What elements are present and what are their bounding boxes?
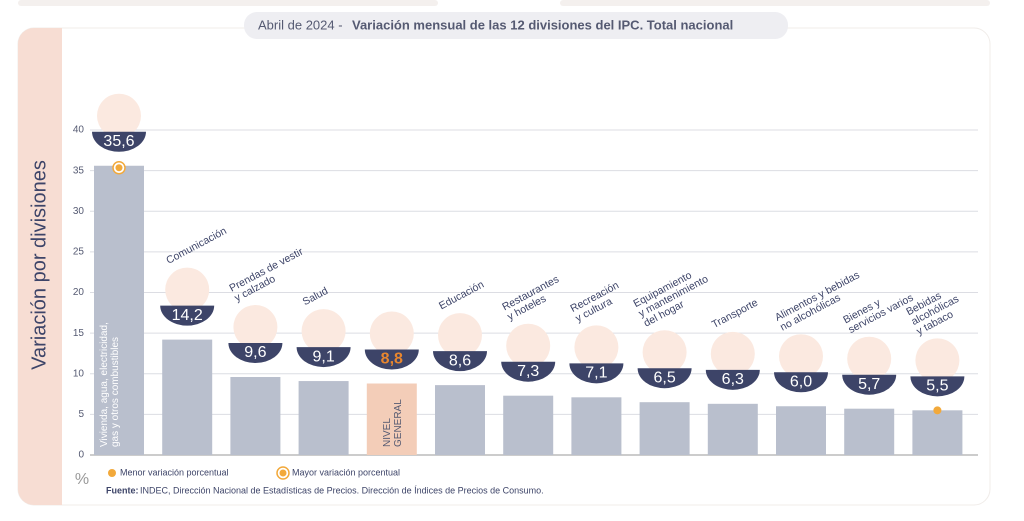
y-axis-label: Variación por divisiones bbox=[28, 160, 50, 370]
bar bbox=[844, 408, 895, 455]
icon-bg bbox=[574, 325, 619, 370]
category-label: NIVELGENERAL bbox=[381, 399, 403, 447]
category-label: Vivienda, agua, electricidad,gas y otros… bbox=[99, 322, 121, 447]
value-badge bbox=[910, 376, 965, 397]
icon-bg bbox=[438, 313, 482, 358]
legend-min-marker bbox=[108, 469, 116, 477]
icon-bg bbox=[710, 331, 755, 376]
value-badge bbox=[364, 349, 419, 370]
icon-bg bbox=[165, 267, 210, 312]
value-badge bbox=[296, 347, 351, 368]
bar bbox=[435, 385, 485, 455]
bar bbox=[230, 377, 281, 455]
bar bbox=[366, 383, 417, 455]
y-tick-label: 30 bbox=[73, 206, 85, 217]
value-label: 7,1 bbox=[585, 365, 607, 382]
value-badge bbox=[228, 343, 283, 363]
source-label: Fuente: bbox=[106, 485, 139, 495]
value-label: 7,3 bbox=[517, 363, 539, 380]
icon-bg bbox=[369, 311, 414, 356]
title-pill bbox=[244, 12, 788, 39]
value-label: 9,1 bbox=[312, 348, 334, 365]
title-prefix: Abril de 2024 - bbox=[258, 17, 343, 32]
min-marker bbox=[933, 406, 942, 415]
value-label: 14,2 bbox=[172, 307, 203, 324]
bar bbox=[707, 403, 758, 455]
value-label: 5,7 bbox=[858, 376, 880, 393]
value-badge bbox=[637, 368, 692, 389]
legend-label: Menor variación porcentual bbox=[120, 467, 229, 477]
icon-bg bbox=[847, 336, 892, 381]
bar bbox=[298, 381, 349, 455]
legend-label: Mayor variación porcentual bbox=[292, 467, 400, 477]
bar bbox=[571, 397, 622, 455]
max-marker bbox=[115, 164, 123, 172]
value-label: 5,5 bbox=[926, 378, 948, 395]
card-top bbox=[18, 0, 438, 6]
value-label: 6,3 bbox=[722, 371, 744, 388]
icon-bg bbox=[301, 309, 346, 354]
source: INDEC, Dirección Nacional de Estadística… bbox=[140, 485, 544, 495]
value-badge bbox=[501, 361, 556, 382]
value-label: 35,6 bbox=[103, 133, 134, 150]
value-badge bbox=[842, 374, 897, 395]
legend-max-marker bbox=[279, 469, 287, 477]
icon-bg bbox=[779, 334, 823, 379]
y-tick-label: 40 bbox=[73, 125, 85, 136]
bar bbox=[776, 406, 826, 455]
bar bbox=[912, 410, 963, 455]
y-tick-label: 0 bbox=[78, 450, 84, 461]
icon-bg bbox=[233, 305, 278, 349]
y-tick-label: 20 bbox=[73, 287, 85, 298]
y-tick-label: 25 bbox=[73, 247, 85, 258]
value-badge bbox=[774, 372, 828, 393]
y-tick-label: 15 bbox=[73, 328, 85, 339]
icon-bg bbox=[915, 338, 960, 383]
value-badge bbox=[160, 305, 215, 326]
value-badge bbox=[92, 131, 146, 152]
value-label: 6,0 bbox=[790, 373, 812, 390]
y-tick-label: 5 bbox=[78, 409, 84, 420]
bar bbox=[639, 402, 690, 455]
value-badge bbox=[569, 363, 624, 384]
bar bbox=[94, 165, 144, 455]
value-label: 6,5 bbox=[653, 369, 675, 386]
value-badge bbox=[705, 369, 760, 390]
value-label: 9,6 bbox=[244, 344, 266, 361]
legend-max-ring bbox=[276, 466, 290, 480]
icon-bg bbox=[97, 93, 141, 138]
value-badge bbox=[433, 351, 487, 372]
card-top bbox=[560, 0, 990, 6]
icon-bg bbox=[506, 323, 551, 368]
bar bbox=[162, 339, 213, 455]
y-tick-label: 35 bbox=[73, 165, 85, 176]
y-tick-label: 10 bbox=[73, 368, 85, 379]
icon-bg bbox=[642, 330, 687, 375]
axis-strip bbox=[18, 28, 62, 505]
title: Variación mensual de las 12 divisiones d… bbox=[352, 17, 733, 32]
y-unit: % bbox=[75, 471, 89, 488]
value-label: 8,8 bbox=[381, 351, 403, 368]
value-label: 8,6 bbox=[449, 352, 471, 369]
bar bbox=[503, 395, 554, 455]
